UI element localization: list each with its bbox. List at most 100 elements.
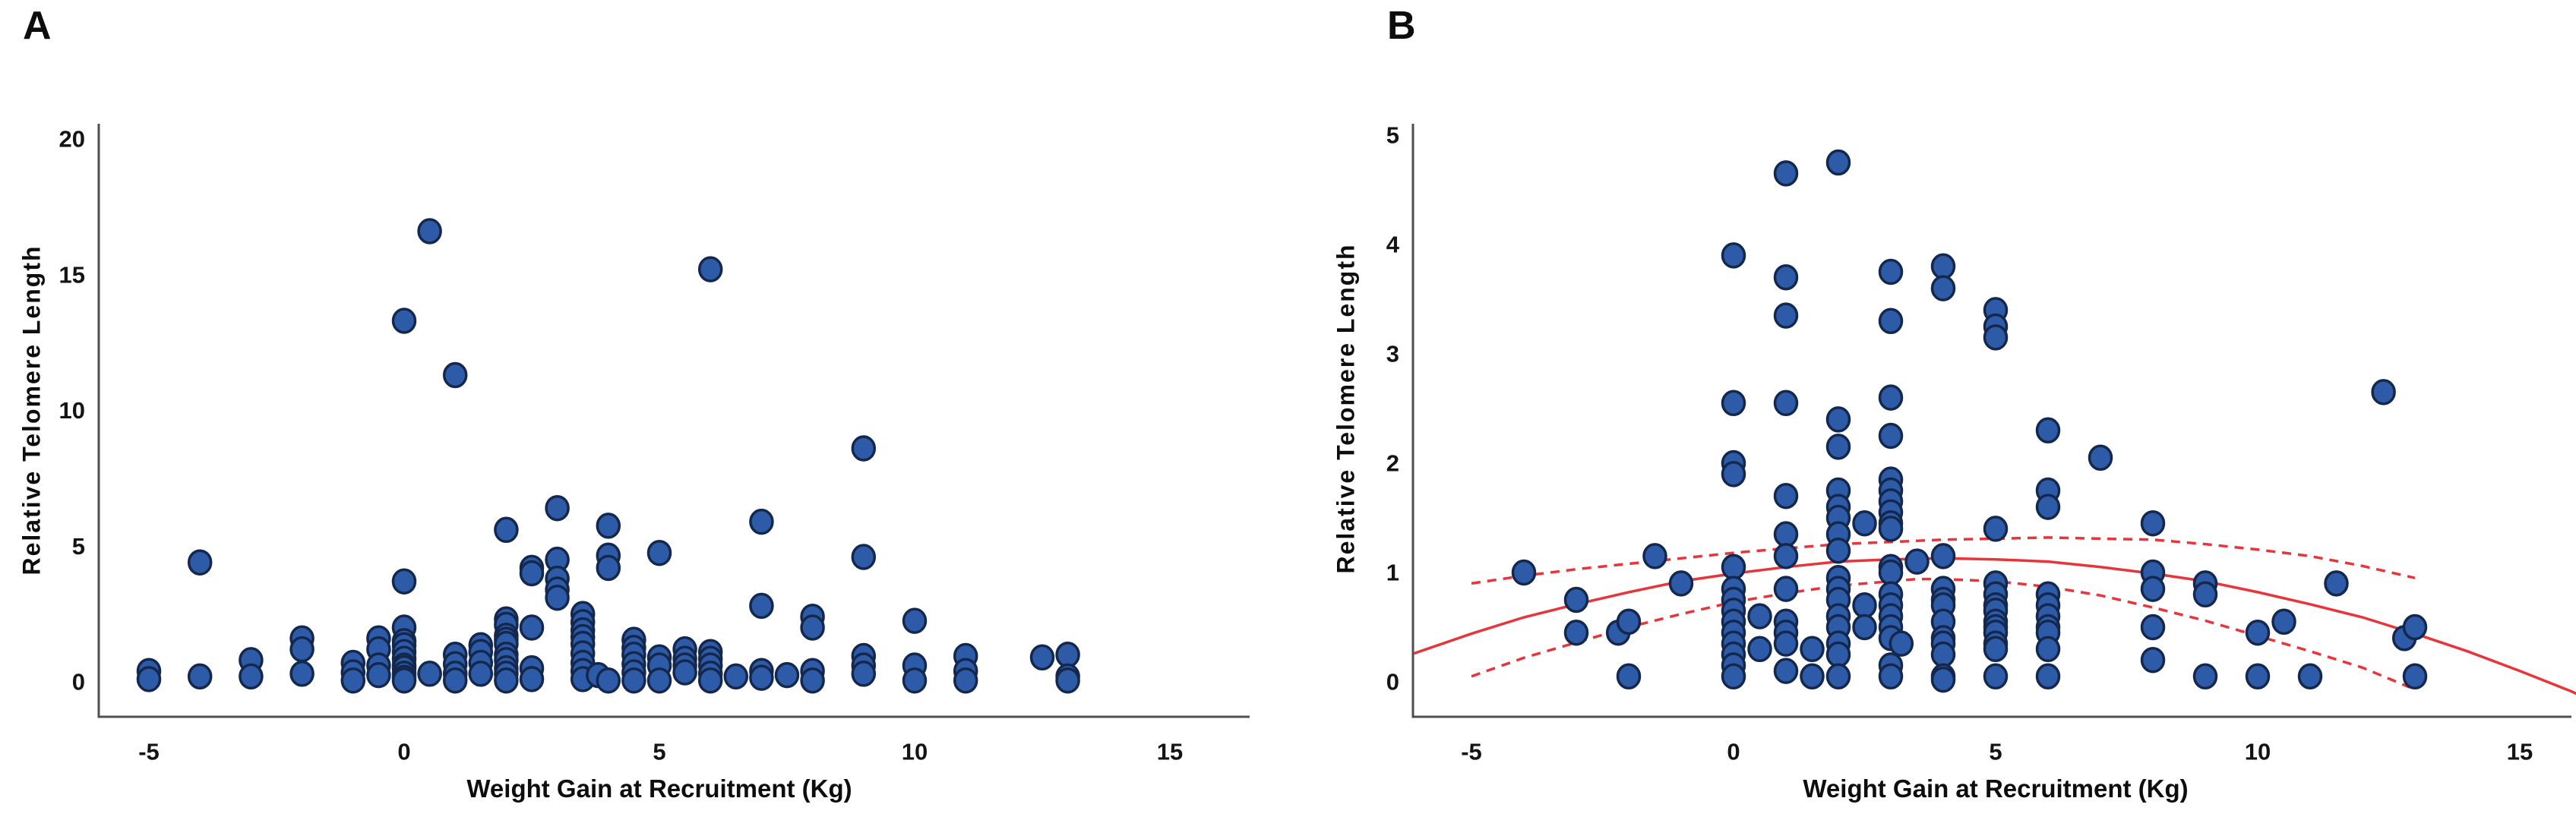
panel-b-y-tick-label: 3	[1386, 341, 1399, 367]
panel-b-data-point	[2140, 576, 2166, 602]
panel-b-data-point	[1747, 603, 1772, 629]
panel-a-data-point	[723, 663, 749, 690]
panel-b-data-point	[2035, 636, 2061, 663]
panel-a-x-tick-label: 0	[397, 738, 410, 765]
panel-a-data-point	[391, 568, 417, 595]
panel-a-data-point	[749, 508, 774, 535]
panel-a-data-point	[494, 516, 519, 544]
panel-a-x-axis-title: Weight Gain at Recruitment (Kg)	[466, 774, 852, 803]
panel-a-data-point	[774, 661, 800, 689]
panel-b-data-point	[2402, 614, 2428, 641]
panel-b-y-tick-label: 4	[1386, 232, 1400, 258]
panel-b-data-point	[1721, 390, 1746, 417]
panel-b-data-point	[2324, 570, 2349, 597]
panel-a-data-point	[545, 494, 570, 522]
panel-b-x-tick-label: 0	[1727, 738, 1740, 765]
panel-a-letter: A	[23, 4, 52, 48]
panel-b-data-point	[1773, 302, 1799, 329]
panel-a-data-point	[953, 667, 978, 694]
panel-a-data-point	[391, 667, 417, 694]
panel-b-data-point	[1983, 663, 2009, 690]
panel-a-data-point	[672, 659, 697, 686]
panel-b-data-point	[1852, 614, 1877, 641]
panel-b-y-tick-label: 1	[1386, 560, 1399, 586]
panel-b-data-point	[1773, 521, 1799, 547]
panel-b-data-point	[1616, 663, 1642, 690]
panel-b-data-point	[2140, 614, 2166, 641]
panel-a-data-point	[136, 666, 162, 692]
panel-b-data-point	[1773, 576, 1799, 602]
panel-b-upper-confidence-curve	[1471, 536, 2416, 585]
panel-a-y-tick-label: 10	[59, 397, 85, 424]
panel-b-x-axis-title: Weight Gain at Recruitment (Kg)	[1803, 774, 2189, 803]
panel-a-y-tick-label: 15	[59, 261, 85, 288]
panel-a-data-point	[187, 549, 213, 576]
panel-b-y-tick-label: 0	[1386, 669, 1399, 696]
panel-a-data-point	[596, 667, 621, 694]
panel-b-data-point	[1825, 406, 1851, 433]
panel-b-data-point	[1852, 591, 1877, 619]
panel-a-data-point	[494, 667, 519, 694]
panel-b-data-point	[2140, 509, 2166, 537]
panel-a-data-point	[519, 560, 545, 587]
panel-b-x-tick-label: -5	[1461, 738, 1482, 765]
panel-b-data-point	[2371, 379, 2396, 405]
panel-a-data-point	[1055, 642, 1080, 668]
panel-a-data-point	[697, 667, 723, 694]
panel-b-data-point	[1773, 390, 1799, 417]
panel-b-data-point	[2245, 663, 2271, 690]
panel-a-data-point	[749, 592, 774, 620]
panel-a-data-point	[596, 513, 621, 539]
panel-a-data-point	[697, 256, 723, 282]
panel-b-data-point	[2402, 663, 2428, 690]
panel-a-data-point	[340, 667, 366, 694]
panel-a-data-point	[749, 664, 774, 691]
panel-a-data-point	[851, 435, 877, 462]
panel-b-data-point	[1616, 608, 1642, 636]
panel-a-data-point	[902, 607, 928, 634]
panel-a-y-tick-label: 20	[59, 126, 85, 153]
panel-b-data-point	[2192, 663, 2218, 690]
panel-a-data-point	[519, 666, 545, 692]
panel-b-data-point	[1721, 461, 1746, 487]
panel-a-data-point	[646, 667, 672, 694]
panel-b-y-tick-label: 5	[1386, 122, 1399, 149]
panel-b-data-point	[1563, 619, 1589, 646]
panel-b-data-point	[1878, 516, 1904, 542]
panel-a-data-point	[187, 663, 213, 690]
panel-b-data-point	[1878, 422, 1904, 450]
panel-a-data-point	[621, 667, 646, 694]
panel-b-data-point	[1747, 636, 1772, 663]
panel-a-x-tick-label: 5	[653, 738, 665, 765]
panel-a-data-point	[646, 539, 672, 566]
panel-b-letter: B	[1387, 4, 1416, 48]
panel-a-data-point	[596, 554, 621, 582]
panel-b-data-point	[2245, 619, 2271, 646]
panel-b-data-point	[1773, 482, 1799, 509]
panel-b-data-point	[1668, 570, 1694, 597]
panel-b-data-point	[2035, 494, 2061, 520]
panel-a-data-point	[442, 667, 468, 694]
panel-b-x-tick-label: 5	[1989, 738, 2002, 765]
panel-a-y-tick-label: 0	[72, 669, 85, 696]
panel-b-data-point	[1773, 630, 1799, 657]
panel-b-data-point	[2140, 646, 2166, 673]
panel-a-data-point	[902, 667, 928, 694]
panel-a-data-point	[417, 218, 442, 244]
panel-b-data-point	[1878, 258, 1904, 285]
panel-b-data-point	[1773, 658, 1799, 684]
panel-a-data-point	[239, 663, 264, 690]
panel-a-x-tick-label: 10	[902, 738, 928, 765]
panel-a-data-point	[800, 667, 825, 694]
panel-b-data-point	[2192, 581, 2218, 608]
panel-b-data-point	[1983, 324, 2009, 351]
panel-b-data-point	[1878, 559, 1904, 586]
panel-a-data-point	[468, 661, 494, 687]
panel-b-data-point	[1721, 554, 1746, 581]
panel-a-x-tick-label: 15	[1157, 738, 1183, 765]
panel-b-data-point	[2088, 444, 2113, 472]
panel-b-data-point	[1930, 666, 1956, 693]
panel-a-data-point	[545, 584, 570, 611]
panel-b-data-point	[1930, 543, 1956, 569]
